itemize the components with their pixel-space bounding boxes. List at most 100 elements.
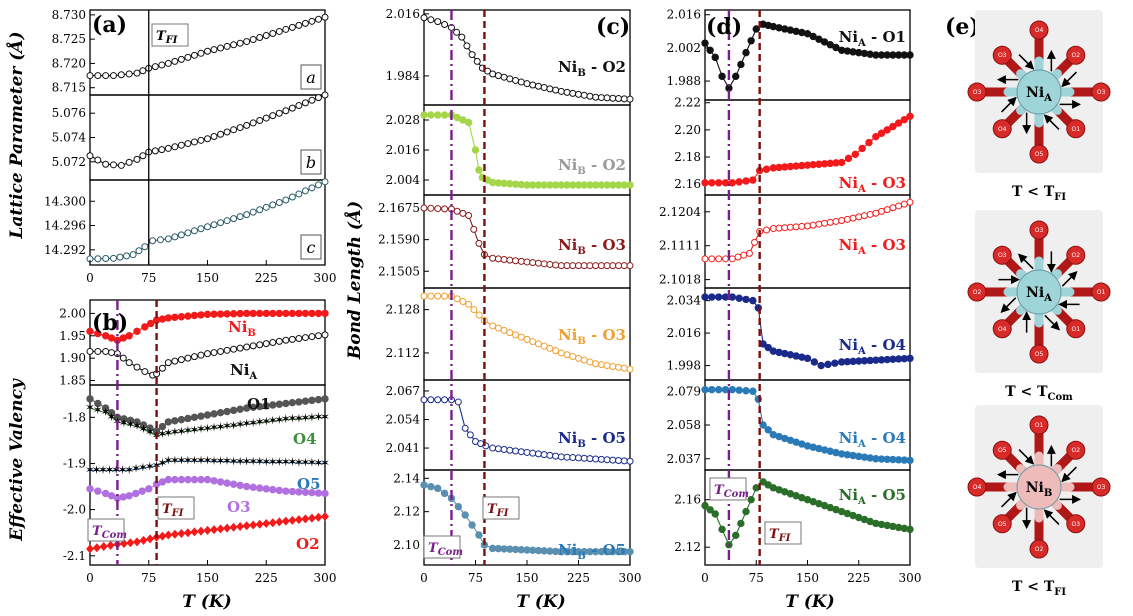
subplot-name-box xyxy=(300,149,322,175)
y-tick-label: 2.18 xyxy=(674,150,701,164)
card-caption: T < TFI xyxy=(1012,579,1066,598)
data-point xyxy=(210,525,219,535)
data-point xyxy=(123,252,131,260)
data-point: ✶ xyxy=(98,463,108,477)
data-point: ✶ xyxy=(274,413,284,427)
data-point xyxy=(236,213,244,221)
oxygen-atom xyxy=(1029,20,1049,40)
panel-e: (e) O4 O2 O3 O1 O5 O4 O3 O3 NiA T < TFI O3 O2 O1 O1 O5 O… xyxy=(945,10,1111,598)
data-point xyxy=(204,223,211,231)
data-point: ✶ xyxy=(138,422,148,436)
data-point xyxy=(454,398,462,406)
data-point xyxy=(900,115,909,124)
data-point xyxy=(229,406,238,415)
series-label: NiB - O3 xyxy=(558,326,626,347)
data-point xyxy=(321,395,329,403)
data-point xyxy=(742,387,750,395)
data-point xyxy=(742,295,750,304)
data-point xyxy=(242,309,251,318)
data-point xyxy=(718,72,726,81)
data-point xyxy=(792,223,800,231)
data-point xyxy=(190,475,199,484)
data-point xyxy=(102,255,110,263)
data-point xyxy=(151,63,159,71)
data-point xyxy=(427,16,435,24)
series-label: NiA - O4 xyxy=(839,429,906,450)
data-point xyxy=(275,309,284,318)
data-point xyxy=(210,221,218,229)
data-point xyxy=(580,91,588,99)
data-point xyxy=(275,337,283,345)
data-point: ✶ xyxy=(216,454,226,468)
data-point xyxy=(523,258,531,266)
nickel-atom xyxy=(1016,69,1062,115)
data-point xyxy=(321,309,329,318)
data-point xyxy=(569,353,577,361)
data-point xyxy=(197,351,205,359)
y-tick-label: 2.22 xyxy=(674,96,701,110)
data-point xyxy=(269,339,277,346)
displacement-arrow xyxy=(1018,449,1035,465)
data-point xyxy=(749,176,757,184)
data-point xyxy=(459,298,467,306)
x-tick-label: 150 xyxy=(516,571,539,585)
data-point: ✶ xyxy=(196,454,206,468)
y-tick-label: 2.14 xyxy=(393,471,420,485)
data-point xyxy=(125,359,133,367)
data-point xyxy=(86,395,94,403)
data-point xyxy=(615,456,623,464)
data-point xyxy=(294,515,303,525)
displacement-arrow xyxy=(1044,314,1061,331)
oxygen-label: O3 xyxy=(1097,484,1106,491)
data-point xyxy=(190,353,198,361)
data-point xyxy=(177,415,186,424)
data-point xyxy=(701,293,709,301)
series-label: NiB - O5 xyxy=(558,541,626,562)
data-point xyxy=(158,422,167,431)
data-point xyxy=(749,387,757,395)
data-point xyxy=(764,426,772,434)
y-tick-label: 2.10 xyxy=(393,538,420,552)
x-tick-label: 0 xyxy=(86,271,94,285)
series-label-o1: O1 xyxy=(247,395,271,413)
data-point: ✶ xyxy=(93,403,103,417)
data-point xyxy=(236,124,244,132)
data-point xyxy=(281,516,290,526)
oxygen-atom xyxy=(967,477,987,497)
data-point: ✶ xyxy=(157,427,167,441)
data-point xyxy=(563,351,571,359)
data-point xyxy=(906,525,914,534)
data-point xyxy=(177,231,185,239)
card-caption: T < TFI xyxy=(1012,184,1066,203)
data-point xyxy=(523,80,531,88)
data-point xyxy=(216,478,225,486)
data-point xyxy=(494,324,502,332)
data-point xyxy=(803,354,812,363)
series-label: NiB - O3 xyxy=(558,236,626,257)
data-point: ✶ xyxy=(111,463,121,477)
x-tick-label: 300 xyxy=(899,571,922,585)
data-point xyxy=(735,386,743,394)
data-point xyxy=(781,224,789,232)
data-point xyxy=(609,94,617,102)
data-point xyxy=(110,254,117,262)
data-point xyxy=(223,310,231,318)
data-point xyxy=(603,94,611,102)
oxygen-label: O1 xyxy=(1071,126,1080,133)
panel-label: (d) xyxy=(706,14,742,40)
data-point xyxy=(256,484,264,492)
y-tick-label: 2.054 xyxy=(386,413,421,427)
data-point xyxy=(506,256,514,264)
oxygen-atom xyxy=(1029,220,1049,240)
data-point xyxy=(461,424,469,432)
data-point xyxy=(465,211,473,219)
data-point xyxy=(512,257,520,265)
oxygen-atom xyxy=(992,119,1012,139)
y-tick-label: 8.715 xyxy=(52,81,86,95)
data-point: ✶ xyxy=(85,401,95,415)
series-label: NiA - O5 xyxy=(839,486,906,507)
data-point xyxy=(586,455,594,463)
data-point xyxy=(301,334,309,342)
oxygen-atom xyxy=(992,45,1012,65)
